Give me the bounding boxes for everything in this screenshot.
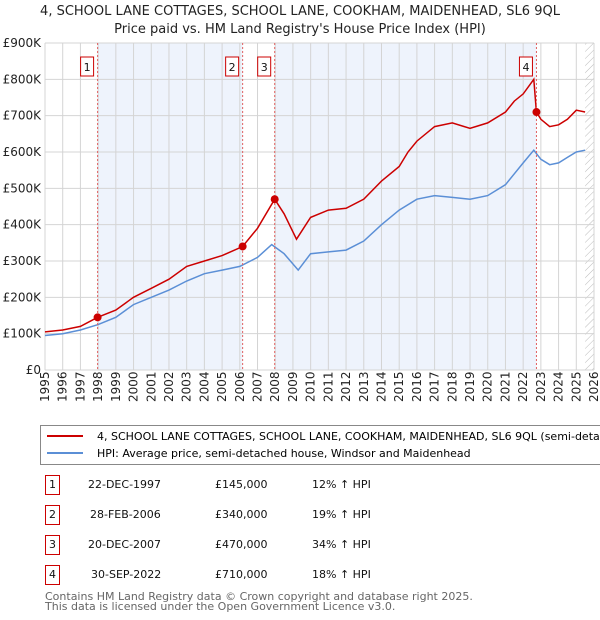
x-tick-label: 2005	[215, 371, 229, 402]
x-tick-label: 2018	[445, 371, 459, 402]
x-tick-label: 2000	[127, 371, 141, 402]
sale-date: 30-SEP-2022	[91, 568, 162, 581]
sale-point	[93, 313, 102, 322]
x-tick-label: 2006	[233, 371, 247, 402]
x-tick-label: 2009	[286, 371, 300, 402]
y-tick-label: £500K	[3, 181, 43, 195]
legend-label: HPI: Average price, semi-detached house,…	[97, 446, 471, 460]
x-tick-label: 2025	[569, 371, 583, 402]
price-chart: 1995 1996 1997 1998 1999 2000 2001 2002 2003 2004…	[3, 36, 600, 402]
sale-price: £340,000	[215, 508, 268, 521]
y-tick-label: £800K	[3, 72, 43, 86]
chart-title: 4, SCHOOL LANE COTTAGES, SCHOOL LANE, CO…	[40, 4, 560, 19]
sale-hpi-diff: 12% ↑ HPI	[312, 478, 371, 491]
x-tick-label: 2017	[428, 371, 442, 402]
x-tick-label: 1999	[109, 371, 123, 402]
y-tick-label: £600K	[3, 145, 43, 159]
property-price-line	[44, 77, 586, 333]
y-tick-label: £400K	[3, 218, 43, 232]
chart-subtitle: Price paid vs. HM Land Registry's House …	[114, 22, 486, 37]
sale-label: 3	[261, 61, 268, 74]
shaded-period	[97, 43, 243, 370]
sale-price: £710,000	[215, 568, 268, 581]
sale-point	[270, 195, 279, 204]
footer-copyright: Contains HM Land Registry data © Crown c…	[45, 590, 473, 603]
x-tick-label: 2002	[162, 371, 176, 402]
x-tick-label: 2007	[251, 371, 265, 402]
sale-price: £470,000	[215, 538, 268, 551]
sale-marker-badge: 3	[45, 535, 60, 555]
x-tick-label: 2010	[304, 371, 318, 402]
x-tick-label: 1997	[73, 371, 87, 402]
x-tick-label: 2023	[534, 371, 548, 402]
x-tick-label: 2016	[410, 371, 424, 402]
sale-label-box	[225, 56, 240, 77]
x-tick-label: 2001	[144, 371, 158, 402]
x-tick-label: 2013	[357, 371, 371, 402]
x-tick-label: 2024	[552, 371, 566, 402]
x-tick-label: 2026	[587, 371, 600, 402]
sale-label: 4	[522, 61, 529, 74]
x-tick-label: 2020	[481, 371, 495, 402]
x-tick-label: 2004	[197, 371, 211, 402]
sale-point	[238, 242, 247, 251]
legend-swatch-red	[47, 435, 83, 437]
hpi-line	[44, 149, 586, 337]
footer-licence: This data is licensed under the Open Gov…	[45, 600, 396, 613]
y-tick-label: £100K	[3, 327, 43, 341]
sale-date: 28-FEB-2006	[90, 508, 161, 521]
x-tick-label: 2019	[463, 371, 477, 402]
sale-marker-badge: 2	[45, 505, 60, 525]
x-tick-label: 2008	[268, 371, 282, 402]
sale-hpi-diff: 19% ↑ HPI	[312, 508, 371, 521]
sale-marker-badge: 4	[45, 565, 60, 585]
x-tick-label: 2015	[392, 371, 406, 402]
sale-label: 1	[84, 61, 91, 74]
y-tick-label: £700K	[3, 109, 43, 123]
x-tick-label: 1995	[38, 371, 52, 402]
x-tick-label: 1996	[56, 371, 70, 402]
x-tick-label: 1998	[91, 371, 105, 402]
sale-label-box	[257, 56, 272, 77]
x-tick-label: 2022	[516, 371, 530, 402]
x-tick-label: 2003	[180, 371, 194, 402]
x-tick-label: 2012	[339, 371, 353, 402]
x-tick-label: 2021	[498, 371, 512, 402]
y-tick-label: £0	[26, 363, 41, 377]
legend-swatch-blue	[47, 452, 83, 454]
sale-hpi-diff: 34% ↑ HPI	[312, 538, 371, 551]
x-tick-label: 2011	[321, 371, 335, 402]
x-tick-label: 2014	[374, 371, 388, 402]
legend-item-hpi: HPI: Average price, semi-detached house,…	[47, 445, 471, 461]
legend: 4, SCHOOL LANE COTTAGES, SCHOOL LANE, CO…	[40, 425, 600, 465]
y-tick-label: £300K	[3, 254, 43, 268]
sale-price: £145,000	[215, 478, 268, 491]
sale-date: 20-DEC-2007	[88, 538, 162, 551]
sale-marker-badge: 1	[45, 475, 60, 495]
y-tick-label: £200K	[3, 290, 43, 304]
legend-item-property: 4, SCHOOL LANE COTTAGES, SCHOOL LANE, CO…	[47, 428, 600, 444]
sale-label: 2	[229, 61, 236, 74]
forecast-hatch	[585, 43, 594, 370]
sale-hpi-diff: 18% ↑ HPI	[312, 568, 371, 581]
sale-point	[532, 108, 541, 117]
legend-label: 4, SCHOOL LANE COTTAGES, SCHOOL LANE, CO…	[97, 429, 600, 443]
sale-label-box	[518, 56, 533, 77]
sale-date: 22-DEC-1997	[88, 478, 162, 491]
sale-label-box	[80, 56, 95, 77]
y-tick-label: £900K	[3, 36, 43, 50]
